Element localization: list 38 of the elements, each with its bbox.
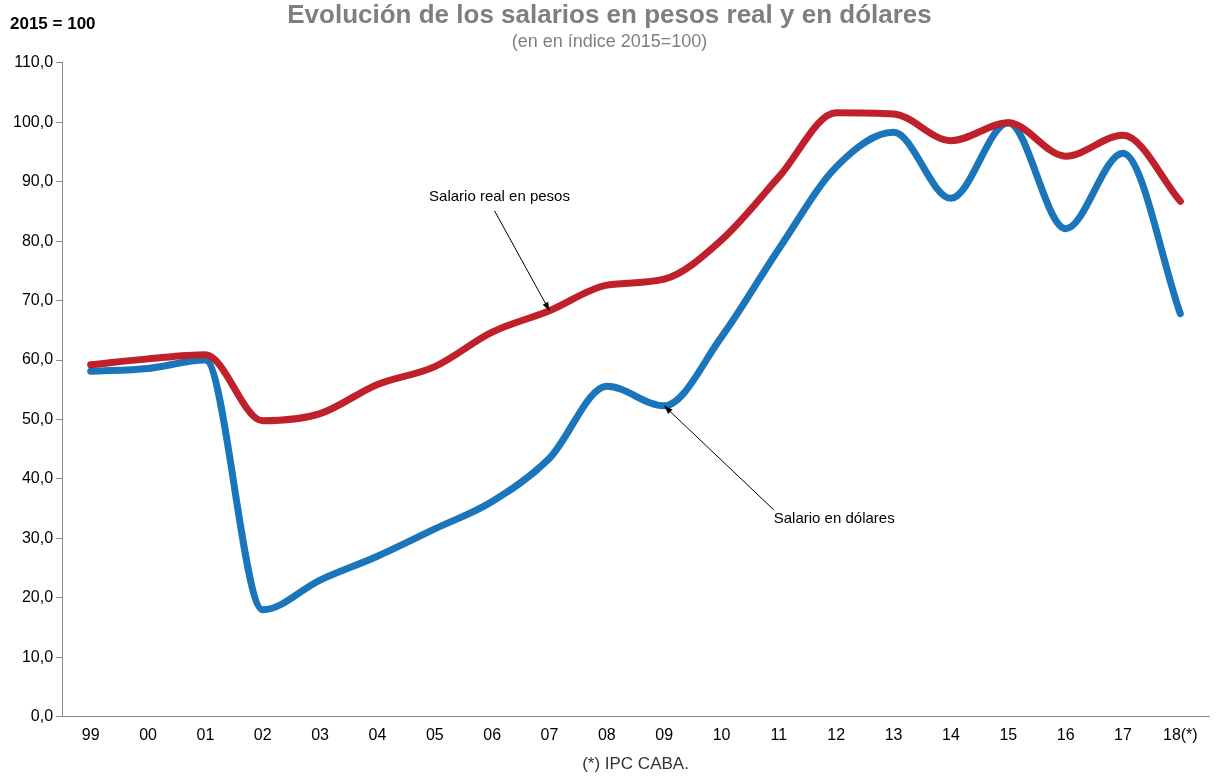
chart-subtitle: (en en índice 2015=100) xyxy=(511,30,708,51)
x-tick-label: 01 xyxy=(196,725,215,743)
x-tick-label: 03 xyxy=(311,725,330,743)
chart-title: Evolución de los salarios en pesos real y en dólares xyxy=(287,0,932,29)
y-tick-label: 80,0 xyxy=(21,231,54,249)
y-tick-label: 90,0 xyxy=(21,172,54,190)
x-tick-label: 10 xyxy=(712,725,731,743)
annotation: Salario en dólares xyxy=(773,509,895,527)
y-tick-label: 0,0 xyxy=(30,707,54,725)
annotation: Salario real en pesos xyxy=(429,187,570,205)
y-tick-label: 100,0 xyxy=(12,112,54,130)
x-tick-label: 06 xyxy=(483,725,502,743)
y-tick-label: 30,0 xyxy=(21,528,54,546)
x-tick-label: 07 xyxy=(540,725,559,743)
x-tick-label: 09 xyxy=(655,725,674,743)
y-tick-label: 70,0 xyxy=(21,291,54,309)
y-tick-label: 10,0 xyxy=(21,647,54,665)
x-tick-label: 16 xyxy=(1056,725,1075,743)
y-tick-label: 110,0 xyxy=(14,53,54,71)
y-axis-title: 2015 = 100 xyxy=(10,13,96,33)
x-tick-label: 11 xyxy=(770,725,788,743)
text: (*) IPC CABA. xyxy=(582,754,689,774)
x-tick-label: 08 xyxy=(597,725,616,743)
y-tick-label: 40,0 xyxy=(21,469,54,487)
x-tick-label: 04 xyxy=(368,725,387,743)
x-tick-label: 13 xyxy=(884,725,903,743)
y-tick-label: 50,0 xyxy=(21,409,54,427)
x-tick-label: 99 xyxy=(81,725,100,743)
x-tick-label: 12 xyxy=(827,725,846,743)
x-tick-label: 05 xyxy=(425,725,444,743)
x-tick-label: 17 xyxy=(1114,725,1132,743)
y-tick-label: 20,0 xyxy=(21,588,54,606)
x-tick-label: 00 xyxy=(139,725,158,743)
x-tick-label: 14 xyxy=(942,725,960,743)
x-tick-label: 15 xyxy=(999,725,1018,743)
x-tick-label: 02 xyxy=(253,725,272,743)
y-tick-label: 60,0 xyxy=(21,350,54,368)
x-tick-label: 18(*) xyxy=(1162,725,1198,743)
